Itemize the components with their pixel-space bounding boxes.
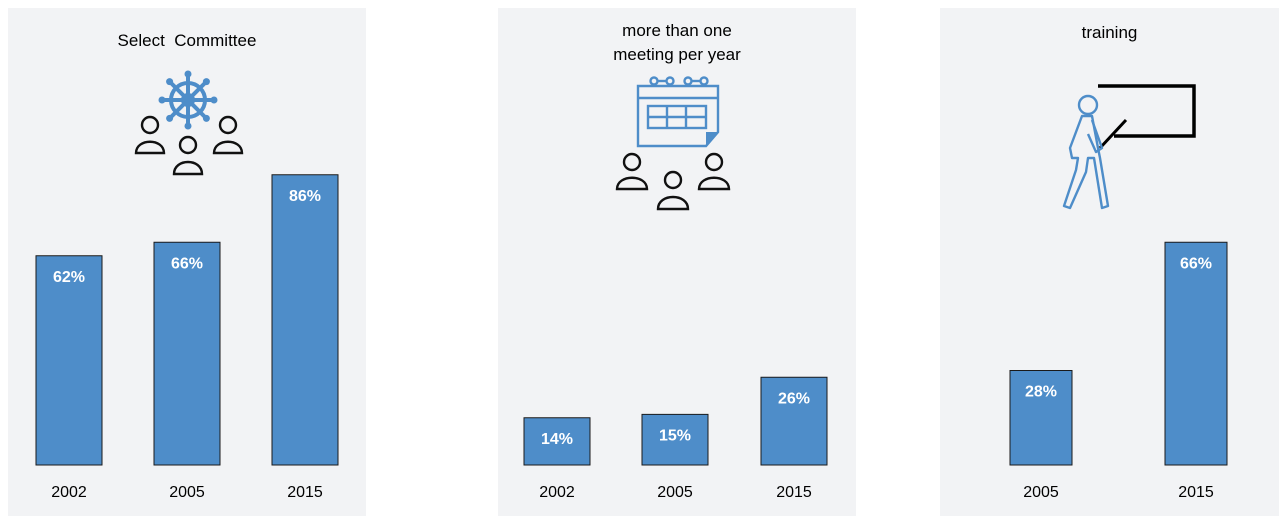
x-tick-label-2002: 2002 (51, 484, 87, 501)
x-tick-label-2005: 2005 (657, 484, 693, 501)
chart-panel-meetings: more than one meeting per year 14% 2002 15… (498, 8, 856, 516)
data-label-2005: 15% (659, 427, 691, 444)
data-label-2015: 26% (778, 390, 810, 407)
data-label-2002: 14% (541, 431, 573, 448)
data-label-2005: 28% (1025, 384, 1057, 401)
ship-wheel-icon (158, 70, 218, 130)
bar-2015 (1164, 241, 1228, 466)
bar-2005 (153, 241, 221, 466)
chart-title-line-2: meeting per year (613, 45, 741, 64)
x-tick-label-2015: 2015 (776, 484, 812, 501)
bar-2002 (523, 417, 591, 466)
people-group-icon (134, 115, 244, 176)
people-group-icon (615, 152, 731, 211)
bar-2005 (641, 413, 709, 466)
chart-panel-training: training 28% 2005 66% 2015 (940, 8, 1279, 516)
trainer-at-board-icon (1062, 84, 1196, 210)
data-label-2015: 66% (1180, 255, 1212, 272)
bar-2002 (35, 255, 103, 466)
data-label-2002: 62% (53, 269, 85, 286)
chart-title-line-1: more than one (622, 21, 732, 40)
chart-panel-select-committee: Select Committee 62% 2002 66% 2005 86% 2015 (8, 8, 366, 516)
chart-title: Select Committee (117, 31, 257, 50)
x-tick-label-2015: 2015 (1178, 484, 1214, 501)
bar-2015 (271, 174, 339, 466)
bar-2005 (1009, 370, 1073, 466)
data-label-2005: 66% (171, 255, 203, 272)
bar-chart: 28% 2005 66% 2015 (1009, 241, 1228, 501)
bar-chart: 62% 2002 66% 2005 86% 2015 (35, 174, 339, 501)
data-label-2015: 86% (289, 188, 321, 205)
chart-title: more than one meeting per year (498, 19, 856, 67)
calendar-icon (636, 76, 720, 148)
x-tick-label-2015: 2015 (287, 484, 323, 501)
x-tick-label-2005: 2005 (169, 484, 205, 501)
chart-title: training (1081, 23, 1138, 42)
bar-2015 (760, 376, 828, 466)
bar-chart: 14% 2002 15% 2005 26% 2015 (523, 376, 828, 501)
x-tick-label-2005: 2005 (1023, 484, 1059, 501)
x-tick-label-2002: 2002 (539, 484, 575, 501)
